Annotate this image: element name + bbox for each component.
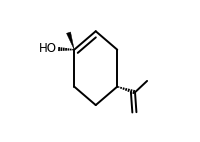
Text: HO: HO bbox=[39, 42, 57, 56]
Polygon shape bbox=[67, 32, 74, 50]
